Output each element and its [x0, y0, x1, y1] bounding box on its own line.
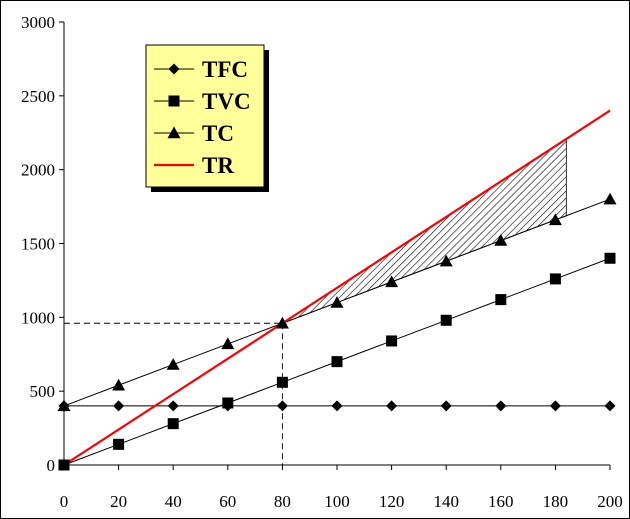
x-tick-label: 20: [110, 492, 127, 511]
x-tick-label: 140: [433, 492, 459, 511]
tfc-point: [604, 400, 616, 412]
legend-tvc-label: TVC: [202, 89, 251, 114]
tfc-point: [276, 400, 288, 412]
y-tick-label: 500: [30, 382, 56, 401]
tvc-point: [222, 397, 234, 409]
tfc-point: [440, 400, 452, 412]
legend-tr-label: TR: [202, 153, 234, 178]
x-tick-label: 120: [379, 492, 405, 511]
tc-point: [330, 296, 344, 308]
legend-tc-swatch-marker: [167, 126, 181, 139]
series-markers: [57, 192, 617, 471]
x-tick-label: 160: [488, 492, 514, 511]
tr-line: [63, 109, 611, 466]
tvc-point: [386, 335, 398, 347]
tvc-point: [331, 356, 343, 368]
tvc-point: [58, 459, 70, 471]
tvc-point: [113, 438, 125, 450]
tfc-point: [495, 400, 507, 412]
tc-point: [548, 213, 562, 226]
tc-point: [166, 358, 180, 370]
tc-point: [112, 378, 126, 391]
tc-point: [385, 275, 399, 288]
y-tick-label: 1000: [21, 308, 55, 327]
tfc-point: [167, 400, 179, 412]
tfc-point: [549, 400, 561, 412]
legend: TFC TVC TC TR: [145, 44, 269, 192]
tc-point: [57, 399, 71, 412]
x-tick-label: 60: [219, 492, 236, 511]
x-tick-label: 200: [597, 492, 623, 511]
tvc-point: [276, 376, 288, 388]
break-even-guides: [64, 322, 283, 465]
y-tick-label: 0: [47, 456, 56, 475]
tc-point: [494, 234, 508, 246]
x-tick-label: 0: [60, 492, 69, 511]
x-tick-label: 80: [274, 492, 291, 511]
tvc-point: [604, 252, 616, 264]
tc-point: [439, 254, 453, 267]
tc-point: [603, 192, 617, 205]
axes: [59, 21, 611, 470]
tvc-point: [167, 418, 179, 430]
legend-tfc-label: TFC: [202, 57, 248, 82]
tfc-point: [113, 400, 125, 412]
tc-point: [221, 337, 235, 350]
tfc-point: [386, 400, 398, 412]
legend-tvc-swatch-marker: [168, 95, 180, 107]
tc-point: [275, 316, 289, 329]
y-tick-label: 1500: [21, 235, 55, 254]
tick-labels: 0 500 1000 1500 2000 2500 3000 0 20 40 60 80 100 120 1…: [21, 13, 623, 511]
y-tick-label: 2500: [21, 87, 55, 106]
x-tick-label: 40: [165, 492, 182, 511]
y-tick-label: 2000: [21, 161, 55, 180]
y-tick-label: 3000: [21, 13, 55, 32]
x-tick-label: 100: [324, 492, 350, 511]
legend-tc-label: TC: [202, 121, 234, 146]
x-tick-label: 180: [543, 492, 569, 511]
tvc-point: [440, 314, 452, 326]
tvc-point: [495, 294, 507, 306]
legend-tfc-swatch-marker: [168, 63, 180, 75]
tvc-point: [549, 273, 561, 285]
tfc-point: [331, 400, 343, 412]
